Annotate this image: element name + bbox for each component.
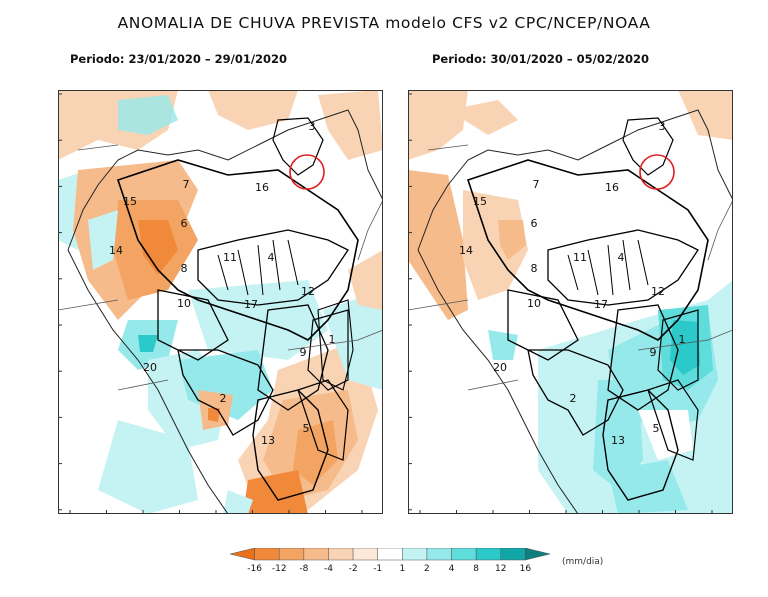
colorbar-tick-label: -1 <box>373 564 382 574</box>
colorbar-swatch <box>500 547 526 561</box>
colorbar-swatch <box>475 547 502 561</box>
colorbar-swatch <box>451 547 477 561</box>
colorbar-swatch <box>377 547 403 561</box>
colorbar-swatch <box>278 547 305 561</box>
colorbar-swatch <box>254 547 280 561</box>
basin-label-left: 10 <box>177 297 191 310</box>
basin-label-left: 8 <box>181 262 188 275</box>
basin-label-left: 17 <box>244 298 258 311</box>
basin-label-left: 14 <box>109 244 123 257</box>
colorbar-tick-label: -8 <box>299 564 308 574</box>
basin-label-right: 1 <box>679 333 686 346</box>
basin-label-right: 16 <box>605 181 619 194</box>
colorbar-tick-label: 1 <box>399 564 405 574</box>
basin-label-right: 17 <box>594 298 608 311</box>
basin-label-left: 15 <box>123 195 137 208</box>
basin-label-left: 5 <box>303 422 310 435</box>
basin-label-right: 10 <box>527 297 541 310</box>
basin-label-left: 12 <box>301 285 315 298</box>
basin-label-right: 15 <box>473 195 487 208</box>
figure-title: ANOMALIA DE CHUVA PREVISTA modelo CFS v2… <box>117 14 651 32</box>
highlight-circle-right <box>639 154 675 190</box>
basin-label-left: 1 <box>329 333 336 346</box>
colorbar-tick-label: 4 <box>449 564 455 574</box>
period-left: Periodo: 23/01/2020 – 29/01/2020 <box>70 52 288 66</box>
colorbar-tick-label: 16 <box>520 564 532 574</box>
basin-label-left: 7 <box>183 178 190 191</box>
basin-label-left: 2 <box>220 392 227 405</box>
colorbar-swatch <box>328 547 354 561</box>
basin-label-right: 14 <box>459 244 473 257</box>
basin-label-left: 4 <box>268 251 275 264</box>
colorbar-swatch <box>303 547 329 561</box>
colorbar-swatch <box>525 547 551 561</box>
colorbar-tick-label: 8 <box>473 564 479 574</box>
basin-label-right: 9 <box>650 346 657 359</box>
colorbar-swatch <box>352 547 378 561</box>
colorbar-swatch <box>402 547 428 561</box>
colorbar-unit: (mm/dia) <box>562 557 604 567</box>
basin-label-right: 3 <box>659 120 666 133</box>
basin-label-right: 20 <box>493 361 507 374</box>
basin-label-right: 5 <box>653 422 660 435</box>
period-right: Periodo: 30/01/2020 – 05/02/2020 <box>432 52 650 66</box>
basin-label-left: 3 <box>309 120 316 133</box>
basin-label-left: 13 <box>261 434 275 447</box>
colorbar-tick-label: 2 <box>424 564 430 574</box>
basin-label-right: 2 <box>570 392 577 405</box>
colorbar-tick-label: -16 <box>247 564 262 574</box>
basin-label-right: 6 <box>531 217 538 230</box>
basin-label-right: 12 <box>651 285 665 298</box>
colorbar-tick-label: 12 <box>495 564 506 574</box>
basin-label-left: 11 <box>223 251 237 264</box>
colorbar-tick-label: -4 <box>324 564 333 574</box>
colorbar-tick-label: -12 <box>272 564 287 574</box>
colorbar-swatch <box>426 547 452 561</box>
basin-label-left: 16 <box>255 181 269 194</box>
colorbar-swatch <box>229 547 255 561</box>
basin-label-right: 8 <box>531 262 538 275</box>
basin-label-right: 7 <box>533 178 540 191</box>
colorbar-tick-label: -2 <box>349 564 358 574</box>
highlight-circle-left <box>289 154 325 190</box>
basin-label-right: 4 <box>618 251 625 264</box>
basin-label-right: 13 <box>611 434 625 447</box>
colorbar: -16 -12 -8 -4 -2 -1 1 2 4 8 12 16 <box>222 547 558 580</box>
basin-label-left: 6 <box>181 217 188 230</box>
basin-label-left: 20 <box>143 361 157 374</box>
basin-label-left: 9 <box>300 346 307 359</box>
basin-label-right: 11 <box>573 251 587 264</box>
